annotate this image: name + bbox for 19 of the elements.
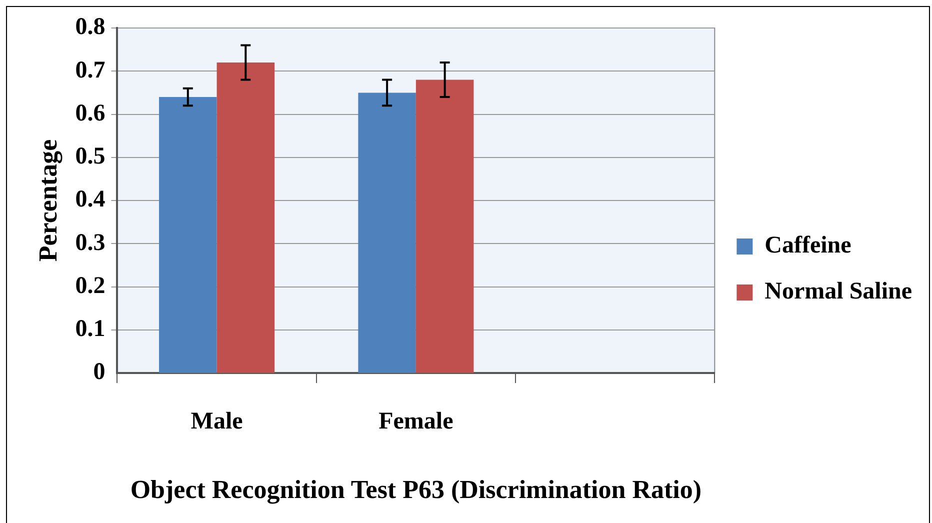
bar	[416, 80, 474, 373]
y-tick-label: 0.8	[75, 14, 106, 40]
y-tick-label: 0.5	[75, 144, 106, 170]
legend-label: Normal Saline	[764, 278, 912, 305]
bar	[358, 92, 416, 373]
legend-label: Caffeine	[764, 232, 852, 259]
y-tick-label: 0.2	[75, 272, 106, 299]
bar	[216, 62, 275, 373]
y-tick-label: 0	[93, 359, 106, 386]
y-axis-title: Percentage	[33, 139, 62, 262]
y-tick-label: 0.4	[75, 186, 106, 213]
x-tick-label: Female	[378, 408, 454, 435]
y-tick-label: 0.6	[75, 100, 106, 126]
x-tick-label: Male	[190, 408, 244, 435]
y-tick-label: 0.3	[75, 230, 106, 256]
x-axis-title: Object Recognition Test P63 (Discrimination Ratio)	[130, 475, 702, 504]
y-tick-label: 0.7	[75, 57, 106, 84]
y-tick-label: 0.1	[75, 316, 106, 342]
bar	[159, 97, 217, 373]
